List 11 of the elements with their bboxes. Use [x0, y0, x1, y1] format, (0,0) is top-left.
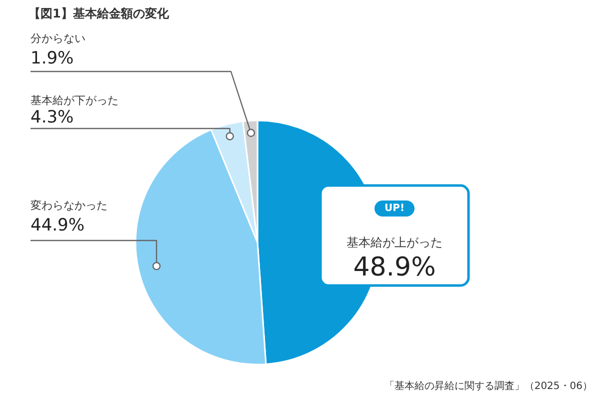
text: 「基本給の昇給に関する調査」（2025・06） [384, 380, 593, 392]
slice-label: 基本給が上がった [346, 236, 442, 250]
slice-label: 基本給が下がった [30, 94, 118, 107]
slice-label: 分からない [30, 32, 86, 45]
text: UP! [384, 203, 405, 214]
slice-label: 変わらなかった [30, 199, 108, 212]
data-label: 44.9% [30, 216, 85, 236]
data-label: 4.3% [30, 108, 74, 128]
chart-title: 【図1】基本給金額の変化 [28, 6, 170, 20]
data-label: 48.9% [353, 252, 436, 282]
data-label: 1.9% [30, 48, 74, 68]
